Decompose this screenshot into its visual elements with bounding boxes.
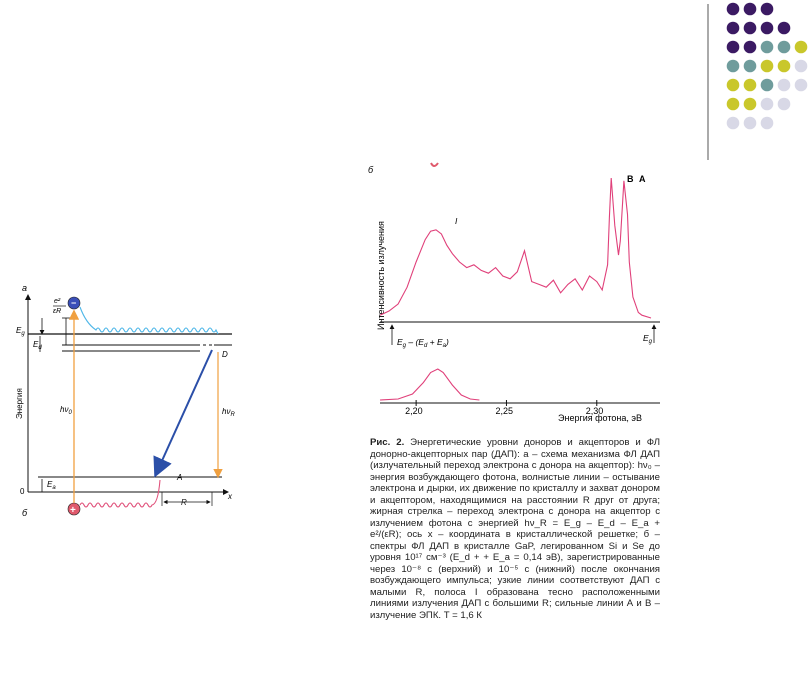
chart-y-label: Интенсивность излучения (376, 221, 386, 330)
eg-label: Eg (16, 326, 25, 337)
energy-axis-label: Энергия (15, 388, 24, 419)
decorative-mark (430, 162, 439, 167)
chart-x-label: Энергия фотона, эВ (558, 413, 642, 423)
deco-dot (743, 78, 757, 92)
panel-label-b: б (368, 165, 374, 175)
deco-dot (743, 21, 757, 35)
peak-b-label: B (627, 174, 634, 184)
deco-dot (726, 21, 740, 35)
hv0-label: hν0 (60, 405, 72, 416)
deco-dot (743, 97, 757, 111)
deco-dot (794, 78, 808, 92)
marker-right-label: Eg (643, 333, 653, 345)
deco-dot (726, 116, 740, 130)
hole-cooling-wave (79, 479, 161, 508)
x-tick-label: 2,30 (586, 406, 604, 416)
decorative-dot-grid (726, 2, 808, 130)
coulomb-term-denominator: εR (53, 308, 61, 315)
ea-label: Ea (47, 480, 56, 491)
electron-icon (67, 296, 81, 310)
deco-dot (777, 40, 791, 54)
spectrum-lower-curve (379, 368, 480, 401)
electron-sign: − (71, 298, 76, 308)
marker-left-label: Eg – (Ed + Ea) (397, 337, 449, 349)
peak-i-label: I (455, 216, 458, 226)
deco-dot (777, 21, 791, 35)
deco-dot (726, 40, 740, 54)
peak-a-label: A (639, 174, 646, 184)
electron-cooling-wave (79, 306, 219, 335)
spectrum-upper-curve (379, 177, 652, 319)
ed-label: Ed (33, 340, 42, 351)
deco-dot (760, 116, 774, 130)
panel-label-a: а (22, 283, 27, 293)
caption-lead: Рис. 2. (370, 437, 405, 448)
deco-dot (743, 2, 757, 16)
deco-dot (726, 59, 740, 73)
x-tick-label: 2,20 (405, 406, 423, 416)
deco-dot (777, 78, 791, 92)
panel-label-b-left: б (22, 508, 28, 518)
distance-r-label: R (181, 498, 187, 507)
deco-dot (794, 40, 808, 54)
deco-dot (794, 59, 808, 73)
x-tick-label: 2,25 (495, 406, 513, 416)
coulomb-term-numerator: e² (54, 298, 61, 305)
deco-dot (743, 116, 757, 130)
deco-dot (760, 21, 774, 35)
deco-dot (777, 97, 791, 111)
deco-dot (760, 40, 774, 54)
deco-dot (760, 59, 774, 73)
deco-dot (726, 78, 740, 92)
deco-dot (760, 2, 774, 16)
pl-spectrum-chart: б Интенсивность излучения 2,20 2,25 2,30 E… (368, 162, 660, 423)
deco-dot (726, 97, 740, 111)
deco-dot (743, 40, 757, 54)
caption-text: Энергетические уровни доноров и акцептор… (370, 437, 660, 621)
donor-level-label: D (222, 350, 228, 359)
deco-dot (726, 2, 740, 16)
hvr-label: hνR (222, 407, 235, 418)
deco-dot (743, 59, 757, 73)
donor-acceptor-transition-arrow (153, 349, 213, 478)
coordinate-axis-label: x (227, 492, 233, 501)
figure-caption: Рис. 2. Энергетические уровни доноров и … (370, 437, 660, 621)
deco-dot (777, 59, 791, 73)
energy-zero-label: 0 (20, 487, 25, 496)
hole-sign: + (70, 505, 76, 516)
deco-dot (760, 78, 774, 92)
deco-dot (760, 97, 774, 111)
acceptor-level-label: A (176, 473, 182, 482)
energy-level-diagram: а Энергия 0 x б D A Eg Ed Ea e² εR − (15, 283, 235, 518)
